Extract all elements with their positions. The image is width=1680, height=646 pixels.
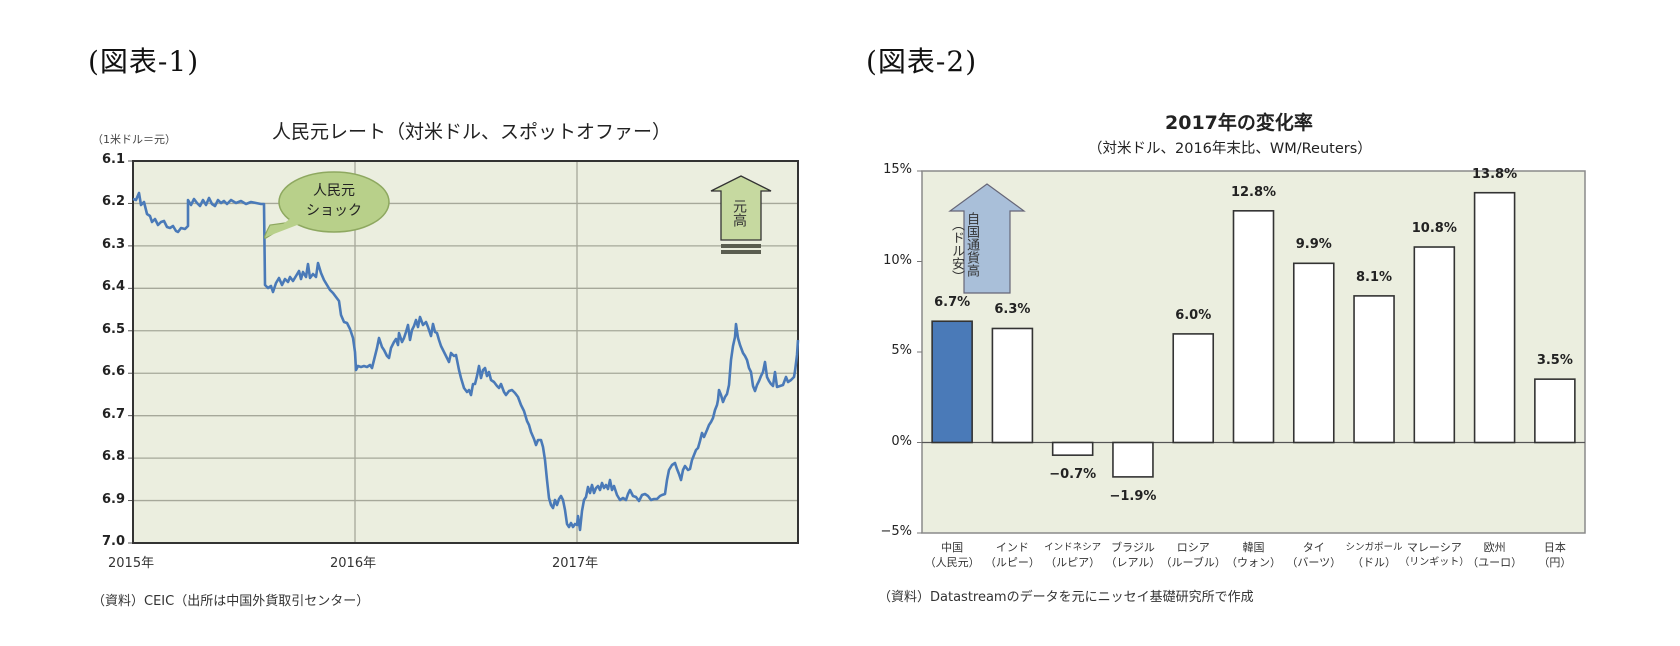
bar-5 (1232, 210, 1275, 444)
y-tick-10: 10% (883, 252, 912, 268)
category-label: 欧州 （ユーロ） (1460, 540, 1530, 570)
y-tick-6.4: 6.4 (101, 279, 125, 295)
bar-1 (991, 327, 1034, 444)
bar-2 (1051, 441, 1094, 456)
currency-appreciation-label: 自国通貨高 (963, 212, 979, 277)
bar-value-label: 6.3% (994, 302, 1031, 318)
bar-9 (1473, 191, 1516, 444)
arrow-sub-text: （ドル安） (949, 218, 964, 283)
bar-value-label: 6.7% (934, 295, 971, 311)
bar-value-label: 10.8% (1411, 221, 1457, 237)
category-currency: （バーツ） (1286, 556, 1342, 569)
chart-1-source: （資料）CEIC（出所は中国外貨取引センター） (92, 594, 370, 609)
y-tick-6.2: 6.2 (101, 194, 125, 210)
bar-4 (1172, 333, 1215, 444)
category-currency: （レアル） (1105, 556, 1161, 569)
category-label: タイ （バーツ） (1279, 540, 1349, 570)
figure-1-label: (図表-1) (88, 45, 200, 78)
category-name: 日本 (1543, 541, 1566, 554)
bar-value-label: 6.0% (1175, 307, 1212, 323)
y-tick-6.8: 6.8 (101, 449, 125, 465)
chart-2-title: 2017年の変化率 (1165, 112, 1313, 134)
chart-2-source: （資料）Datastreamのデータを元にニッセイ基礎研究所で作成 (878, 590, 1254, 605)
bar-value-label: 9.9% (1295, 237, 1332, 253)
category-name: 中国 (941, 541, 964, 554)
y-tick-6.6: 6.6 (101, 364, 125, 380)
chart-1-title: 人民元レート（対米ドル、スポットオファー） (272, 121, 672, 143)
category-label: マレーシア （リンギット） (1399, 540, 1469, 570)
category-label: 韓国 （ウォン） (1219, 540, 1289, 570)
chart-2-subtitle: （対米ドル、2016年末比、WM/Reuters） (1088, 141, 1372, 157)
y-tick-6.1: 6.1 (101, 152, 125, 167)
category-currency: （円） (1538, 556, 1572, 569)
bar-value-label: 3.5% (1536, 353, 1573, 369)
bar-6 (1292, 262, 1335, 444)
category-name: インドネシア (1044, 542, 1102, 553)
category-name: ブラジル (1111, 541, 1155, 554)
category-currency: （人民元） (924, 556, 980, 569)
category-label: 日本 （円） (1520, 540, 1590, 570)
category-currency: （ルピア） (1045, 556, 1101, 569)
y-tick-5: 5% (891, 343, 912, 358)
category-name: 欧州 (1483, 541, 1506, 554)
yuan-up-arrow-icon (710, 175, 772, 254)
x-tick-2017: 2017年 (552, 556, 599, 571)
y-tick-6.7: 6.7 (101, 406, 125, 422)
category-currency: （ルーブル） (1160, 556, 1226, 569)
bar-7 (1353, 295, 1395, 444)
figure-2-label: (図表-2) (866, 45, 978, 78)
category-label: 中国 （人民元） (917, 540, 987, 570)
rmb-shock-bubble-text: 人民元 ショック (289, 181, 379, 221)
category-label: インドネシア （ルピア） (1038, 540, 1108, 570)
bar-value-label: 12.8% (1230, 184, 1277, 200)
bubble-line-1: 人民元 (313, 183, 355, 199)
bar-10 (1534, 378, 1576, 444)
category-name: 韓国 (1242, 541, 1265, 554)
bar-3 (1112, 441, 1154, 478)
y-tick-6.5: 6.5 (101, 321, 125, 337)
category-name: マレーシア (1406, 541, 1462, 554)
rmb-rate-line (132, 191, 800, 532)
dollar-weak-label: （ドル安） (948, 218, 964, 283)
category-name: ロシア (1176, 541, 1210, 554)
y-tick-15: 15% (883, 162, 912, 177)
category-name: タイ (1302, 541, 1325, 554)
category-currency: （ユーロ） (1467, 556, 1523, 569)
category-currency: （ウォン） (1226, 556, 1281, 569)
y-tick-0: 0% (891, 433, 912, 449)
rmb-shock-bubble (264, 171, 390, 239)
y-tick-6.3: 6.3 (101, 236, 125, 252)
arrow-main-text: 自国通貨高 (964, 212, 979, 277)
y-tick-7.0: 7.0 (101, 534, 125, 549)
chart-1-unit-label: （1米ドル＝元） (92, 133, 176, 146)
bar-value-label: 13.8% (1472, 166, 1518, 182)
bar-8 (1413, 246, 1456, 444)
y-tick-6.9: 6.9 (101, 491, 125, 507)
currency-appreciation-arrow-icon (948, 183, 1026, 294)
category-currency: （ドル） (1352, 556, 1397, 569)
bubble-line-2: ショック (306, 203, 362, 219)
category-label: ブラジル （レアル） (1098, 540, 1168, 570)
bar-value-label: −0.7% (1049, 467, 1097, 483)
x-tick-2015: 2015年 (108, 556, 155, 571)
category-name: インド (995, 541, 1029, 554)
bar-value-label: 8.1% (1356, 269, 1393, 285)
category-label: シンガポール （ドル） (1339, 540, 1409, 570)
y-tick--5: −5% (880, 524, 912, 539)
yuan-appreciation-label: 元高 (731, 199, 747, 227)
category-label: ロシア （ルーブル） (1158, 540, 1228, 570)
bar-value-label: −1.9% (1109, 488, 1157, 504)
bar-0 (931, 320, 973, 444)
category-currency: （リンギット） (1399, 557, 1470, 568)
x-tick-2016: 2016年 (330, 556, 377, 571)
category-currency: （ルピー） (984, 556, 1040, 569)
category-label: インド （ルピー） (977, 540, 1047, 570)
category-name: シンガポール (1345, 542, 1403, 553)
